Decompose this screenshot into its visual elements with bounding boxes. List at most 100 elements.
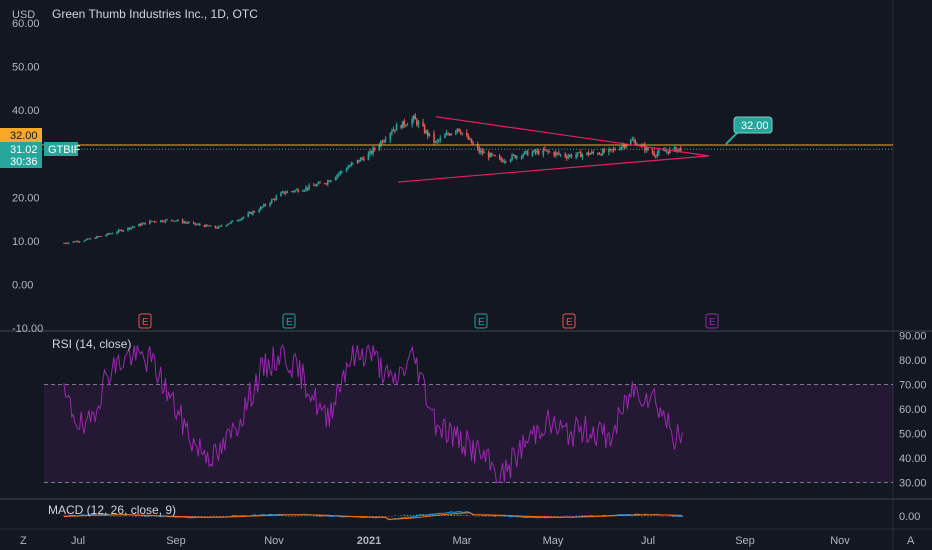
macd-histogram-bar [103,515,106,516]
earnings-marker[interactable]: E [705,313,719,329]
time-axis-label: Nov [830,535,850,547]
candle-body [448,134,451,136]
candle-body [236,220,239,222]
price-tick-label: 20.00 [12,192,40,204]
rsi-title: RSI (14, close) [52,337,131,351]
candle-body [352,162,354,164]
macd-histogram-bar [409,514,412,516]
macd-histogram-bar [412,515,415,516]
macd-histogram-bar [141,516,143,517]
earnings-marker[interactable]: E [138,313,152,329]
price-callout[interactable]: 32.00 [725,116,773,145]
candle-body [480,150,482,153]
candle-body [149,220,151,225]
triangle-lower-line[interactable] [398,155,710,183]
macd-histogram-bar [369,516,371,517]
candle-body [564,154,566,157]
macd-histogram-bar [284,515,287,517]
candle-body [444,135,446,139]
candle-body [281,191,284,193]
candle-body [644,144,646,151]
macd-histogram-bar [228,516,231,517]
macd-histogram-bar [656,515,659,517]
rsi-line [63,344,683,483]
candle-body [389,133,392,140]
symbol-tag: GTBIF [44,142,81,156]
candle-body [598,153,601,155]
macd-histogram-bar [297,516,299,517]
macd-histogram-bar [647,515,649,517]
svg-text:GTBIF: GTBIF [48,144,81,156]
candle-body [206,224,209,226]
candle-body [565,156,568,159]
earnings-marker[interactable]: E [282,313,296,329]
candle-body [164,219,167,222]
candle-body [498,156,501,158]
candle-body [609,148,612,150]
macd-histogram-bar [562,515,565,517]
candle-body [261,206,264,208]
candle-body [302,190,304,192]
macd-histogram-bar [456,514,459,516]
auto-scale-button[interactable]: A [907,535,915,547]
macd-histogram-bar [109,515,112,517]
candle-body [494,154,496,157]
candle-body [192,222,195,224]
candle-body [303,190,306,192]
rsi-tick-label: 30.00 [899,478,927,490]
candle-body [437,140,440,142]
candle-body [328,180,331,182]
macd-histogram-bar [394,515,396,516]
candle-body [662,150,665,151]
macd-histogram-bar [138,516,140,517]
candle-body [678,148,680,150]
macd-histogram-bar [490,516,493,517]
candle-body [144,222,146,225]
candle-body [170,219,173,221]
rsi-tick-label: 90.00 [899,331,927,343]
price-tick-label: -10.00 [12,323,43,335]
candle-body [391,131,393,134]
candle-body [526,150,529,156]
earnings-marker[interactable]: E [474,313,488,329]
candle-body [163,221,165,223]
drawings-layer[interactable] [0,116,893,183]
candle-body [531,152,534,156]
macd-histogram-bar [122,515,125,517]
candle-body [378,145,381,150]
candle-body [558,152,560,155]
macd-histogram-bar [581,515,584,516]
candle-body [106,233,109,235]
rsi-tick-label: 50.00 [899,429,927,441]
candle-body [362,158,365,161]
candle-body [673,147,676,150]
candle-body [97,236,100,238]
price-tick-label: 50.00 [12,62,40,74]
macd-histogram-bar [219,516,221,517]
candle-body [401,120,404,129]
candle-body [645,147,648,151]
svg-text:Z: Z [20,535,27,547]
timezone-button[interactable]: Z [20,535,27,547]
earnings-marker[interactable]: E [562,313,576,329]
candle-body [181,219,184,223]
candle-body [412,115,415,120]
candle-body [317,182,320,185]
triangle-upper-line[interactable] [435,116,710,157]
macd-histogram-bar [556,516,559,517]
time-axis-label: Jul [641,535,655,547]
candle-body [323,183,326,184]
macd-histogram-bar [428,514,431,516]
macd-histogram-bar [444,514,446,516]
candle-body [347,166,349,170]
price-tick-label: 40.00 [12,105,40,117]
candle-body [623,145,626,148]
macd-histogram-bar [200,516,203,517]
macd-histogram-bar [375,516,378,517]
candle-body [341,171,343,173]
candle-body [184,222,187,223]
candle-body [67,242,70,244]
candle-body [436,140,438,142]
